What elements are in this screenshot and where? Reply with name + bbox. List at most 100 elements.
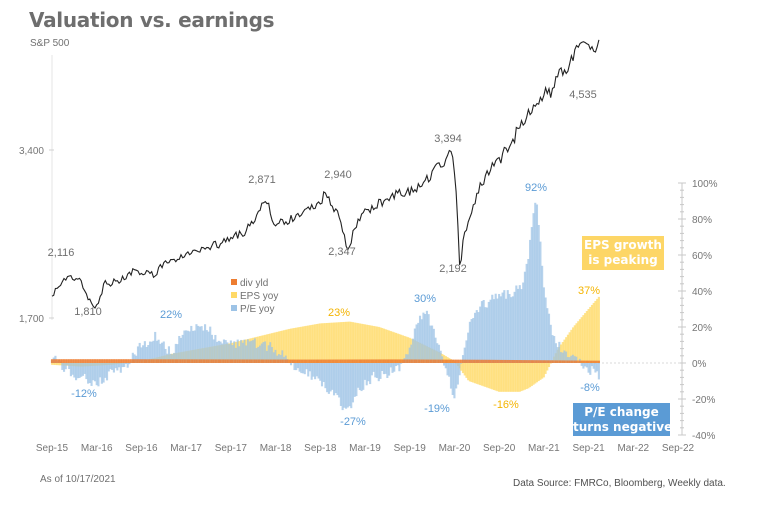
pe-yoy-bar xyxy=(522,282,525,363)
eps-yoy-bar xyxy=(382,328,385,363)
pe-yoy-bar xyxy=(329,363,332,392)
pe-yoy-bar xyxy=(162,341,165,363)
div-yld-bar xyxy=(105,359,109,363)
div-yld-bar xyxy=(234,359,238,363)
pe-yoy-bar xyxy=(417,322,420,363)
div-yld-bar xyxy=(417,359,420,363)
div-yld-bar xyxy=(112,359,115,363)
div-yld-bar xyxy=(358,359,361,363)
div-yld-bar xyxy=(236,359,239,363)
div-yld-bar xyxy=(513,360,516,363)
div-yld-bar xyxy=(207,359,210,363)
div-yld-bar xyxy=(69,359,72,363)
div-yld-bar xyxy=(243,359,246,363)
pe-yoy-bar xyxy=(81,363,85,376)
div-yld-bar xyxy=(410,359,413,363)
div-yld-bar xyxy=(491,359,494,363)
pe-yoy-bar xyxy=(200,326,203,363)
div-yld-bar xyxy=(470,359,473,363)
div-yld-bar xyxy=(367,359,370,363)
pe-yoy-bar xyxy=(118,363,121,368)
div-yld-bar xyxy=(198,359,201,363)
div-yld-bar xyxy=(558,360,561,363)
pe-yoy-bar xyxy=(231,345,234,363)
div-yld-bar xyxy=(341,359,344,363)
pe-yoy-bar xyxy=(181,334,184,363)
div-yld-bar xyxy=(455,359,458,363)
pe-yoy-bar xyxy=(437,344,441,363)
div-yld-bar xyxy=(527,360,530,363)
div-yld-bar xyxy=(303,359,306,363)
div-yld-bar xyxy=(186,359,189,363)
right-axis-tick-label: 100% xyxy=(692,179,718,190)
pe-yoy-bar xyxy=(448,363,451,377)
pe-yoy-bar xyxy=(109,363,112,370)
pe-yoy-bar xyxy=(317,363,320,379)
pe-yoy-bar xyxy=(95,363,98,386)
pe-yoy-bar xyxy=(271,347,274,363)
x-axis-tick-label: Mar-21 xyxy=(528,443,560,454)
div-yld-bar xyxy=(250,359,253,363)
div-yld-bar xyxy=(369,359,372,363)
div-yld-bar xyxy=(405,359,408,363)
eps-yoy-bar xyxy=(286,329,289,363)
pe-yoy-bar xyxy=(585,363,588,368)
pe-yoy-data-label: 92% xyxy=(525,182,547,194)
div-yld-bar xyxy=(403,359,406,363)
div-yld-bar xyxy=(240,359,243,363)
div-yld-bar xyxy=(420,359,423,363)
axes: 3,4001,700100%80%60%40%20%0%-20%-40%Sep-… xyxy=(19,55,718,454)
eps-yoy-bar xyxy=(577,321,580,363)
div-yld-bar xyxy=(107,359,110,363)
div-yld-bar xyxy=(217,359,220,363)
pe-yoy-bar xyxy=(104,363,107,378)
data-labels: 2,116 1,810 2,871 2,940 2,347 3,394 2,192 4,535… xyxy=(48,89,601,428)
pe-yoy-bar xyxy=(76,363,79,379)
eps-yoy-bar xyxy=(369,325,372,363)
pe-yoy-bar xyxy=(458,363,461,376)
div-yld-bar xyxy=(475,359,478,363)
sp500-data-label: 2,871 xyxy=(248,174,276,186)
pe-yoy-bar xyxy=(138,342,141,363)
eps-yoy-bar xyxy=(317,323,320,363)
right-axis-tick-label: 80% xyxy=(692,215,712,226)
div-yld-bar xyxy=(291,359,294,363)
pe-yoy-bar xyxy=(186,330,189,363)
right-axis-tick-label: 60% xyxy=(692,251,712,262)
div-yld-bar xyxy=(136,359,140,363)
eps-yoy-bar xyxy=(272,332,275,363)
pe-yoy-bar xyxy=(300,363,303,374)
pe-yoy-bar xyxy=(68,363,71,370)
pe-yoy-bar xyxy=(487,301,490,363)
div-yld-bar xyxy=(508,359,511,363)
eps-yoy-bar xyxy=(506,363,509,392)
div-yld-bar xyxy=(575,360,578,363)
pe-yoy-bar xyxy=(539,241,542,363)
div-yld-bar xyxy=(126,359,129,363)
div-yld-bar xyxy=(501,359,504,363)
div-yld-bar xyxy=(300,359,303,363)
pe-yoy-bar xyxy=(62,363,66,372)
pe-yoy-bar xyxy=(546,308,549,363)
pe-yoy-bar xyxy=(236,339,239,363)
pe-yoy-bar xyxy=(164,348,167,363)
pe-yoy-bar xyxy=(412,338,415,363)
chart-title: Valuation vs. earnings xyxy=(29,8,275,32)
eps-yoy-bar xyxy=(468,363,471,382)
div-yld-bar xyxy=(511,359,514,363)
div-yld-bar xyxy=(324,359,327,363)
div-yld-bar xyxy=(204,359,207,363)
eps-yoy-bar xyxy=(549,363,552,364)
div-yld-bar xyxy=(362,359,365,363)
div-yld-bar xyxy=(541,360,544,363)
pe-yoy-bar xyxy=(102,363,105,383)
div-yld-bar xyxy=(439,359,442,363)
pe-yoy-bar xyxy=(148,341,152,363)
div-yld-bar xyxy=(169,359,172,363)
pe-yoy-bar xyxy=(470,319,473,363)
sp500-line xyxy=(51,39,600,309)
eps-callout-line2: is peaking xyxy=(588,253,658,267)
eps-yoy-bar xyxy=(480,363,484,386)
div-yld-bar xyxy=(477,359,480,363)
pe-yoy-bar xyxy=(281,350,284,363)
